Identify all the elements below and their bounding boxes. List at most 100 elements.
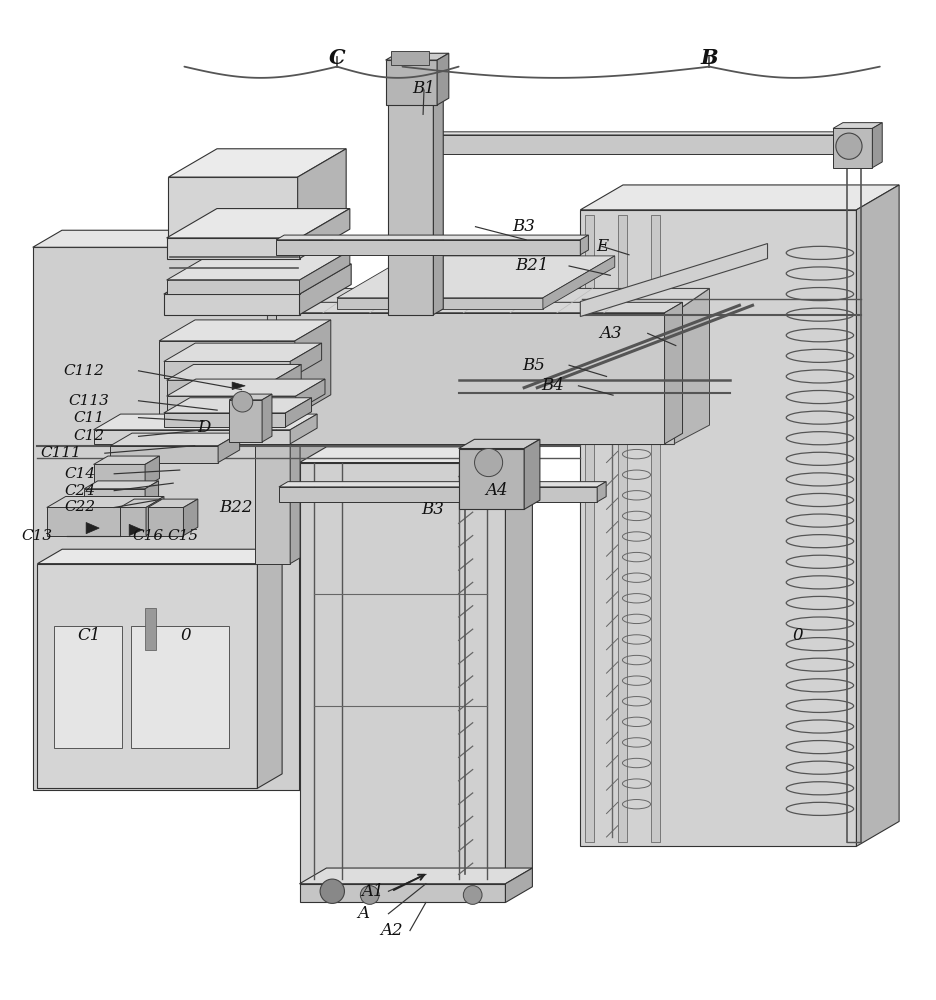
Text: A3: A3 bbox=[599, 325, 622, 342]
Ellipse shape bbox=[475, 449, 503, 477]
Ellipse shape bbox=[232, 391, 253, 412]
Polygon shape bbox=[110, 446, 218, 463]
Text: C11: C11 bbox=[73, 411, 105, 425]
Polygon shape bbox=[159, 341, 295, 416]
Polygon shape bbox=[120, 499, 160, 507]
Polygon shape bbox=[145, 456, 159, 487]
Polygon shape bbox=[833, 123, 883, 128]
Polygon shape bbox=[167, 280, 300, 294]
Text: C: C bbox=[329, 48, 345, 68]
Polygon shape bbox=[300, 447, 533, 463]
Bar bbox=[618, 215, 627, 842]
Polygon shape bbox=[674, 288, 709, 444]
Polygon shape bbox=[167, 209, 350, 238]
Polygon shape bbox=[386, 60, 437, 105]
Polygon shape bbox=[290, 343, 322, 378]
Text: D: D bbox=[197, 419, 211, 436]
Text: B3: B3 bbox=[421, 501, 444, 518]
Polygon shape bbox=[164, 264, 351, 294]
Polygon shape bbox=[279, 482, 607, 487]
Text: C12: C12 bbox=[73, 429, 105, 443]
Polygon shape bbox=[665, 302, 682, 444]
Polygon shape bbox=[337, 298, 543, 309]
Polygon shape bbox=[337, 256, 615, 298]
Polygon shape bbox=[129, 524, 142, 536]
Polygon shape bbox=[402, 135, 861, 154]
Polygon shape bbox=[257, 549, 282, 788]
Polygon shape bbox=[146, 499, 160, 536]
Polygon shape bbox=[300, 868, 533, 884]
Polygon shape bbox=[597, 482, 607, 502]
Ellipse shape bbox=[836, 133, 862, 159]
Polygon shape bbox=[94, 430, 290, 444]
Polygon shape bbox=[300, 209, 350, 259]
Polygon shape bbox=[580, 210, 856, 846]
Polygon shape bbox=[437, 53, 448, 105]
Polygon shape bbox=[276, 235, 589, 240]
Polygon shape bbox=[148, 499, 197, 507]
Text: B3: B3 bbox=[513, 218, 535, 235]
Polygon shape bbox=[229, 400, 262, 442]
Polygon shape bbox=[580, 235, 589, 255]
Polygon shape bbox=[168, 177, 298, 238]
Polygon shape bbox=[164, 343, 322, 361]
Polygon shape bbox=[505, 447, 533, 884]
Polygon shape bbox=[37, 564, 257, 788]
Polygon shape bbox=[168, 149, 346, 177]
Text: B: B bbox=[701, 48, 718, 68]
Polygon shape bbox=[290, 338, 300, 564]
Polygon shape bbox=[164, 294, 300, 315]
Text: C22: C22 bbox=[64, 500, 95, 514]
Polygon shape bbox=[84, 489, 145, 509]
Bar bbox=[391, 51, 429, 65]
Text: C13: C13 bbox=[22, 529, 53, 543]
Text: C112: C112 bbox=[64, 364, 105, 378]
Text: A: A bbox=[358, 905, 369, 922]
Polygon shape bbox=[285, 398, 312, 427]
Polygon shape bbox=[145, 481, 158, 509]
Polygon shape bbox=[232, 382, 245, 390]
Polygon shape bbox=[159, 320, 330, 341]
Bar bbox=[131, 626, 229, 748]
Polygon shape bbox=[94, 464, 145, 487]
Text: 0: 0 bbox=[792, 627, 803, 644]
Polygon shape bbox=[300, 251, 350, 294]
Polygon shape bbox=[459, 439, 540, 449]
Polygon shape bbox=[300, 463, 505, 884]
Polygon shape bbox=[300, 264, 351, 315]
Polygon shape bbox=[580, 185, 899, 210]
Text: A4: A4 bbox=[485, 482, 507, 499]
Text: C111: C111 bbox=[40, 446, 81, 460]
Text: B4: B4 bbox=[541, 377, 563, 394]
Polygon shape bbox=[47, 496, 164, 507]
Polygon shape bbox=[861, 132, 867, 154]
Polygon shape bbox=[145, 496, 164, 536]
Polygon shape bbox=[84, 481, 158, 489]
Text: C14: C14 bbox=[64, 467, 95, 481]
Polygon shape bbox=[388, 98, 444, 104]
Text: B1: B1 bbox=[413, 80, 435, 97]
Text: C24: C24 bbox=[64, 484, 95, 498]
Polygon shape bbox=[267, 313, 674, 444]
Text: B21: B21 bbox=[515, 257, 548, 274]
Polygon shape bbox=[856, 185, 899, 846]
Polygon shape bbox=[120, 507, 146, 536]
Polygon shape bbox=[276, 240, 580, 255]
Polygon shape bbox=[298, 149, 346, 238]
Polygon shape bbox=[33, 247, 300, 790]
Polygon shape bbox=[505, 868, 533, 902]
Polygon shape bbox=[402, 132, 867, 135]
Polygon shape bbox=[94, 456, 159, 464]
Polygon shape bbox=[262, 394, 272, 442]
Circle shape bbox=[463, 886, 482, 904]
Polygon shape bbox=[274, 364, 301, 395]
Polygon shape bbox=[164, 361, 290, 378]
Circle shape bbox=[360, 886, 379, 904]
Text: E: E bbox=[596, 238, 607, 255]
Bar bbox=[585, 215, 594, 842]
Bar bbox=[651, 215, 660, 842]
Polygon shape bbox=[167, 238, 300, 259]
Polygon shape bbox=[295, 320, 330, 416]
Text: A2: A2 bbox=[380, 922, 402, 939]
Polygon shape bbox=[296, 379, 325, 411]
